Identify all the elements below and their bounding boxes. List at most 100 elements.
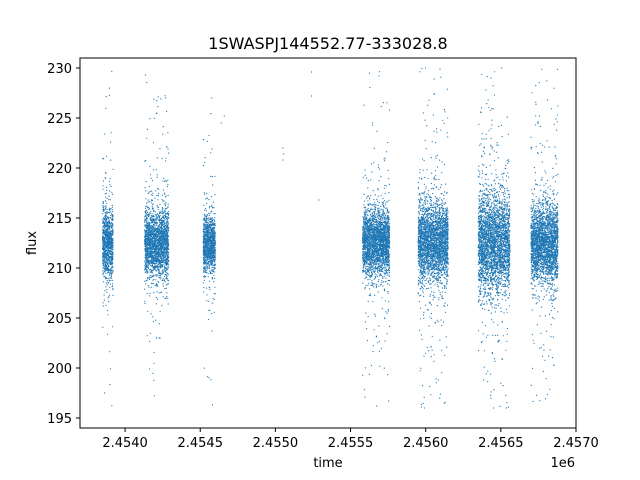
data-point (212, 255, 214, 257)
data-point (152, 264, 154, 267)
data-point (146, 292, 148, 295)
data-point (151, 218, 153, 220)
data-point (214, 175, 216, 177)
data-point (150, 277, 152, 279)
data-point (379, 168, 381, 170)
data-point (144, 211, 146, 213)
data-point (155, 256, 157, 258)
data-point (105, 268, 107, 270)
data-point (106, 266, 109, 268)
data-point (162, 241, 164, 243)
data-point (149, 217, 152, 219)
data-point (378, 202, 380, 204)
data-point (144, 266, 147, 268)
data-point (149, 264, 152, 266)
data-point (159, 221, 161, 223)
data-point (103, 258, 105, 260)
data-point (158, 216, 161, 219)
data-point (144, 245, 147, 247)
data-point (153, 292, 155, 294)
data-point (155, 224, 157, 226)
data-point (144, 186, 146, 189)
data-point (168, 214, 170, 216)
data-point (164, 215, 167, 217)
data-point (162, 264, 164, 266)
data-point (154, 264, 156, 266)
data-point (103, 239, 105, 242)
data-point (109, 235, 111, 237)
data-point (168, 243, 170, 245)
data-point (156, 100, 158, 102)
data-point (156, 217, 158, 219)
data-point (109, 241, 111, 243)
data-point (158, 233, 160, 235)
data-point (106, 219, 108, 221)
data-point (112, 266, 114, 268)
data-point (110, 225, 112, 227)
data-point (155, 169, 157, 171)
data-point (148, 214, 150, 216)
data-point (102, 204, 104, 207)
data-point (388, 183, 390, 185)
data-point (165, 297, 167, 299)
data-point (148, 243, 151, 245)
data-point (155, 190, 157, 192)
data-point (107, 269, 109, 272)
data-point (150, 269, 152, 271)
data-point (112, 256, 114, 258)
data-point (204, 276, 206, 278)
data-point (154, 284, 156, 286)
data-point (109, 351, 111, 353)
data-point (205, 226, 208, 228)
data-point (106, 215, 108, 218)
data-point (204, 213, 206, 215)
data-point (156, 252, 158, 254)
data-point (144, 230, 146, 233)
data-point (211, 204, 213, 206)
data-point (163, 216, 165, 218)
data-point (209, 256, 211, 258)
data-point (106, 218, 108, 220)
data-point (367, 266, 369, 268)
data-point (167, 253, 169, 255)
data-point (162, 221, 164, 223)
data-point (163, 258, 165, 261)
data-point (106, 208, 108, 211)
data-point (108, 218, 110, 220)
data-point (105, 264, 108, 266)
data-point (147, 259, 149, 261)
data-point (163, 177, 165, 179)
data-point (203, 279, 205, 281)
data-point (213, 311, 215, 313)
data-point (112, 239, 114, 241)
data-point (146, 137, 148, 139)
data-point (111, 209, 113, 211)
data-point (203, 193, 206, 195)
data-point (157, 243, 159, 245)
data-point (109, 247, 111, 249)
data-point (164, 254, 167, 256)
data-point (145, 190, 147, 192)
data-point (159, 212, 161, 215)
data-point (157, 216, 160, 218)
data-point (162, 247, 164, 249)
data-point (208, 318, 210, 320)
data-point (212, 231, 214, 233)
data-point (166, 275, 168, 277)
data-point (380, 194, 382, 196)
data-point (112, 287, 114, 290)
data-point (159, 273, 162, 275)
data-point (150, 313, 152, 315)
data-point (104, 255, 106, 257)
data-point (155, 112, 157, 114)
data-point (152, 203, 154, 205)
data-point (375, 286, 377, 289)
data-point (210, 229, 212, 231)
data-point (104, 240, 106, 242)
data-point (153, 98, 155, 100)
data-point (167, 203, 169, 205)
data-point (109, 239, 111, 241)
data-point (109, 209, 111, 211)
data-point (159, 243, 161, 245)
data-point (203, 286, 205, 289)
